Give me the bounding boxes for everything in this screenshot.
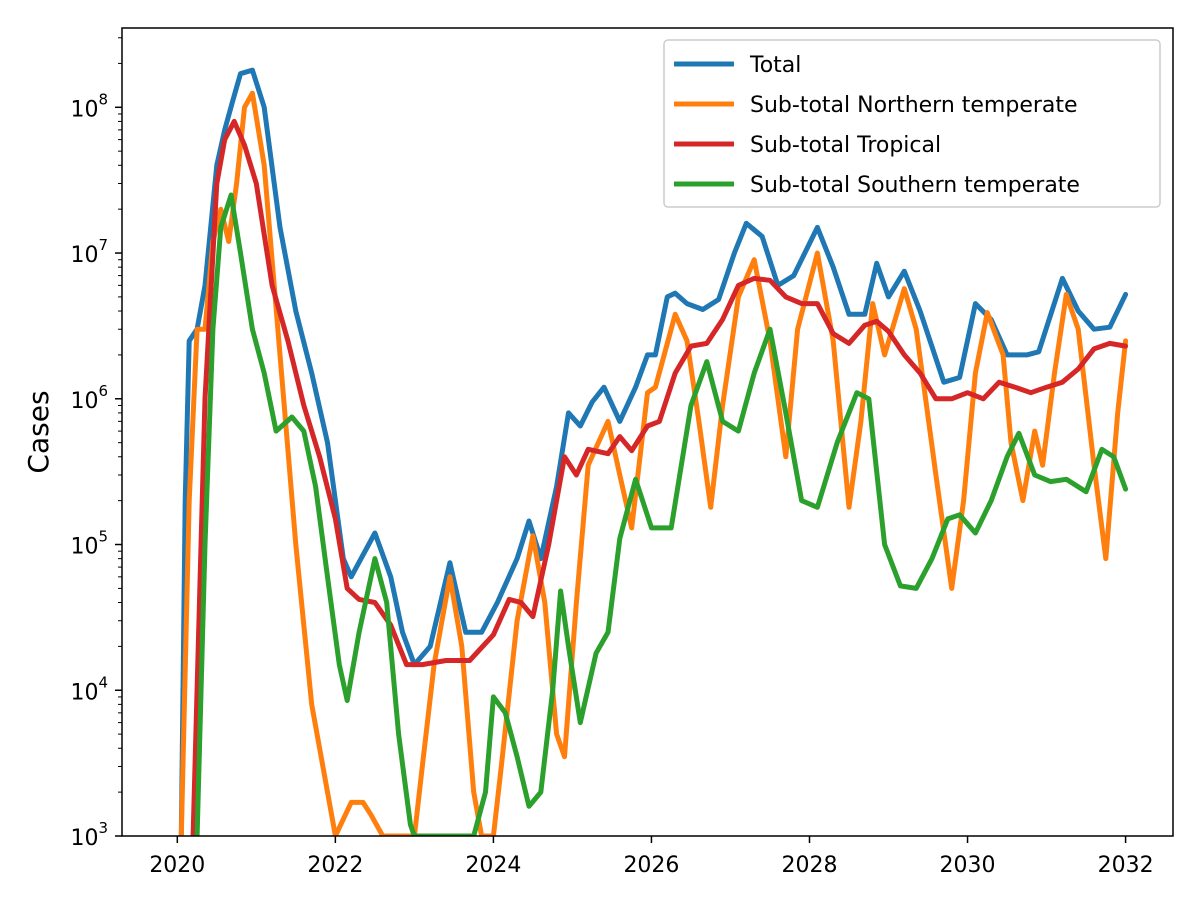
- series-line-1: [178, 90, 1129, 836]
- x-tick-label: 2026: [623, 853, 679, 878]
- series-line-2: [190, 118, 1129, 836]
- x-tick-label: 2032: [1098, 853, 1154, 878]
- x-tick-label: 2020: [149, 853, 205, 878]
- legend-label-2: Sub-total Tropical: [750, 133, 941, 158]
- y-tick-label: 108: [70, 90, 108, 122]
- x-tick-label: 2028: [781, 853, 837, 878]
- legend: Total Sub-total Northern temperate Sub-tot…: [663, 39, 1161, 208]
- series-line-3: [194, 192, 1129, 836]
- y-tick-label: 104: [70, 673, 108, 705]
- legend-label-0: Total: [749, 53, 801, 78]
- legend-frame: [663, 39, 1161, 208]
- legend-label-1: Sub-total Northern temperate: [750, 93, 1078, 118]
- y-tick-label: 106: [70, 382, 108, 414]
- series-line-0: [178, 67, 1129, 836]
- x-tick-label: 2030: [940, 853, 996, 878]
- x-tick-label: 2022: [307, 853, 363, 878]
- y-tick-label: 103: [70, 819, 108, 851]
- y-axis-title: Cases: [22, 390, 55, 473]
- series-group: [178, 67, 1129, 836]
- x-axis: 2020 2022 2024 2026 2028 2030 2032: [149, 836, 1154, 878]
- y-tick-label: 105: [70, 528, 108, 560]
- x-tick-label: 2024: [465, 853, 521, 878]
- y-axis: 103 104 105 106 107 108: [70, 37, 122, 851]
- plot-frame: [121, 27, 1174, 837]
- y-tick-label: 107: [70, 236, 108, 268]
- legend-label-3: Sub-total Southern temperate: [750, 173, 1080, 198]
